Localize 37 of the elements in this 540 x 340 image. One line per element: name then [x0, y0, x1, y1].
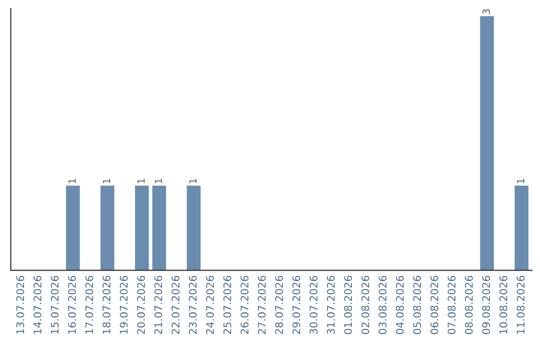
data-label: 3: [482, 9, 490, 14]
x-tick-label: 08.08.2026: [464, 276, 473, 334]
x-tick-label: 02.08.2026: [361, 276, 370, 334]
x-tick-label: 31.07.2026: [326, 276, 335, 334]
x-tick-label: 30.07.2026: [310, 276, 318, 334]
x-tick-label: 13.07.2026: [16, 276, 24, 334]
x-tick-label: 07.08.2026: [448, 276, 456, 334]
x-tick-label: 19.07.2026: [120, 276, 128, 334]
x-tick-label: 29.07.2026: [292, 276, 300, 334]
x-tick-label: 25.07.2026: [223, 276, 232, 334]
x-tick-label: 10.08.2026: [499, 276, 508, 334]
data-label: 1: [189, 178, 196, 184]
x-tick-label: 22.07.2026: [172, 276, 180, 334]
x-tick-label: 01.08.2026: [344, 276, 352, 334]
x-tick-label: 11.08.2026: [516, 276, 525, 334]
x-tick-label: 15.07.2026: [50, 276, 59, 334]
x-tick-label: 27.07.2026: [258, 276, 266, 334]
x-tick-label: 17.07.2026: [85, 276, 94, 334]
data-label: 1: [138, 178, 145, 184]
x-tick-label: 21.07.2026: [154, 276, 162, 334]
data-label: 1: [517, 178, 524, 184]
x-tick-label: 16.07.2026: [68, 276, 76, 334]
x-tick-label: 18.07.2026: [102, 276, 110, 334]
x-tick-label: 06.08.2026: [430, 276, 438, 334]
x-tick-label: 24.07.2026: [206, 276, 214, 334]
x-tick-label: 04.08.2026: [396, 276, 404, 334]
x-tick-label: 09.08.2026: [482, 276, 490, 334]
x-tick-label: 03.08.2026: [378, 276, 387, 334]
data-label: 1: [103, 178, 110, 184]
x-tick-label: 14.07.2026: [34, 276, 42, 334]
x-tick-label: 23.07.2026: [188, 276, 197, 334]
x-tick-label: 28.07.2026: [275, 276, 283, 334]
data-label: 1: [68, 178, 76, 184]
x-tick-label: 20.07.2026: [137, 276, 145, 334]
x-tick-label: 05.08.2026: [413, 276, 422, 334]
data-label: 1: [154, 178, 162, 184]
x-tick-label: 26.07.2026: [240, 276, 248, 334]
